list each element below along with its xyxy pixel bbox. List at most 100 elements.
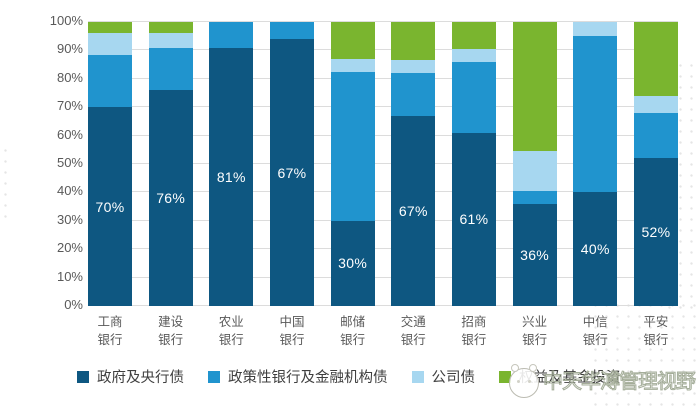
y-tick-label: 50% — [56, 155, 83, 170]
gridline-90% — [88, 49, 678, 51]
x-label-line1: 中国 — [279, 315, 305, 329]
y-tick-label: 90% — [56, 41, 83, 57]
legend-label: 公司债 — [431, 370, 476, 386]
segment-policy-bank-financial-bonds — [269, 22, 314, 40]
segment-gov-central-bank-bonds: 30% — [330, 220, 375, 306]
watermark-text: 中天华溥管理视野 — [543, 371, 697, 394]
segment-gov-central-bank-bonds: 61% — [451, 132, 496, 306]
x-category-label: 农业 银行 — [209, 314, 253, 349]
gridline-60% — [88, 134, 678, 136]
segment-corporate-bonds — [512, 151, 557, 191]
x-category-label: 工商 银行 — [88, 314, 132, 349]
segment-policy-bank-financial-bonds — [573, 36, 618, 193]
x-label-line1: 平安 — [643, 315, 669, 329]
x-category-label: 邮储 银行 — [331, 314, 375, 349]
segment-policy-bank-financial-bonds — [88, 54, 132, 108]
bar-value-label: 67% — [398, 202, 428, 219]
segment-equity-fund-investment — [148, 22, 193, 34]
segment-policy-bank-financial-bonds — [391, 73, 436, 116]
x-label-line2: 银行 — [158, 332, 184, 347]
y-tick-label: 10% — [56, 268, 83, 284]
segment-corporate-bonds — [451, 49, 496, 62]
legend-label: 政策性银行及金融机构债 — [228, 370, 388, 386]
segment-gov-central-bank-bonds: 67% — [391, 115, 436, 306]
legend-swatch-icon — [499, 370, 511, 383]
logo-ear-icon — [511, 364, 519, 372]
legend-label: 政府及央行债 — [97, 370, 184, 386]
gridline-20% — [88, 248, 678, 250]
gridline-70% — [88, 106, 678, 108]
x-category-label: 兴业 银行 — [513, 314, 557, 349]
y-tick-label: 60% — [56, 126, 83, 142]
segment-equity-fund-investment — [633, 22, 678, 96]
x-category-label: 中国 银行 — [270, 314, 314, 349]
legend-item-equity-fund-investment: 权益及基金投资 — [499, 366, 621, 387]
y-axis: 0% 10% 20% 30% 40% 50% 60% 70% 80% 90% 100% — [26, 13, 83, 312]
x-label-line2: 银行 — [643, 332, 669, 347]
x-label-line1: 邮储 — [340, 315, 366, 329]
bar-column-兴业银行: 36% — [512, 22, 557, 306]
x-label-line1: 交通 — [400, 315, 426, 329]
y-tick-label: 30% — [56, 211, 83, 227]
segment-corporate-bonds — [633, 95, 678, 113]
segment-equity-fund-investment — [330, 22, 375, 59]
x-category-label: 招商 银行 — [452, 314, 496, 349]
segment-gov-central-bank-bonds: 76% — [148, 90, 193, 306]
plot-area: 70% 76% 81% 67% 30% 67% 61% 36% 40% 52% — [88, 21, 678, 306]
bars-container: 70% 76% 81% 67% 30% 67% 61% 36% 40% 52% — [88, 22, 678, 306]
y-tick-label: 20% — [56, 240, 83, 256]
legend-item-gov-central-bank-bonds: 政府及央行债 — [77, 366, 184, 387]
segment-corporate-bonds — [148, 33, 193, 48]
x-label-line2: 银行 — [340, 332, 366, 347]
gridline-100% — [88, 21, 678, 22]
x-label-line2: 银行 — [400, 332, 426, 347]
segment-policy-bank-financial-bonds — [148, 47, 193, 91]
bar-value-label: 70% — [95, 198, 125, 215]
segment-equity-fund-investment — [451, 22, 496, 49]
gridline-10% — [88, 276, 678, 278]
x-label-line2: 银行 — [218, 332, 244, 347]
x-label-line2: 银行 — [279, 332, 305, 347]
x-axis: 工商 银行 建设 银行 农业 银行 中国 银行 邮储 银行 交通 银行 招商 银行 兴业 银行 中信 银行 平安 银行 — [88, 314, 678, 349]
dot-pattern-left — [0, 145, 14, 220]
x-label-line2: 银行 — [97, 332, 123, 347]
gridline-40% — [88, 191, 678, 193]
legend-swatch-icon — [208, 370, 220, 383]
watermark-logo-icon — [509, 364, 539, 398]
dot-pattern-bottom-right — [590, 300, 700, 411]
x-category-label: 交通 银行 — [391, 314, 435, 349]
legend-item-corporate-bonds: 公司债 — [411, 366, 476, 387]
segment-equity-fund-investment — [512, 22, 557, 152]
bar-value-label: 61% — [459, 211, 489, 228]
segment-corporate-bonds — [88, 33, 132, 55]
bar-value-label: 30% — [338, 255, 368, 272]
y-tick-label: 80% — [56, 69, 83, 85]
segment-corporate-bonds — [573, 22, 618, 37]
segment-policy-bank-financial-bonds — [451, 61, 496, 133]
legend-label: 权益及基金投资 — [519, 370, 621, 386]
legend-item-policy-bank-financial-bonds: 政策性银行及金融机构债 — [208, 366, 388, 387]
segment-corporate-bonds — [330, 58, 375, 72]
legend-swatch-icon — [77, 370, 89, 383]
segment-gov-central-bank-bonds: 67% — [269, 39, 314, 306]
bar-column-平安银行: 52% — [633, 22, 678, 306]
bar-column-邮储银行: 30% — [330, 22, 375, 306]
bar-value-label: 76% — [156, 190, 186, 207]
logo-eye-dot — [517, 380, 520, 383]
x-category-label: 建设 银行 — [149, 314, 193, 349]
x-label-line1: 建设 — [158, 315, 184, 329]
y-tick-label: 40% — [56, 183, 83, 199]
bar-value-label: 52% — [641, 224, 671, 241]
bar-value-label: 67% — [277, 164, 307, 181]
segment-gov-central-bank-bonds: 36% — [512, 203, 557, 306]
bar-column-招商银行: 61% — [451, 22, 496, 306]
gridline-30% — [88, 219, 678, 221]
y-tick-label: 100% — [49, 13, 83, 28]
segment-equity-fund-investment — [88, 22, 132, 34]
bar-column-中信银行: 40% — [573, 22, 618, 306]
x-label-line1: 招商 — [461, 315, 487, 329]
bar-column-交通银行: 67% — [391, 22, 436, 306]
bar-column-农业银行: 81% — [209, 22, 254, 306]
y-tick-label: 70% — [56, 98, 83, 114]
bar-column-建设银行: 76% — [148, 22, 193, 306]
